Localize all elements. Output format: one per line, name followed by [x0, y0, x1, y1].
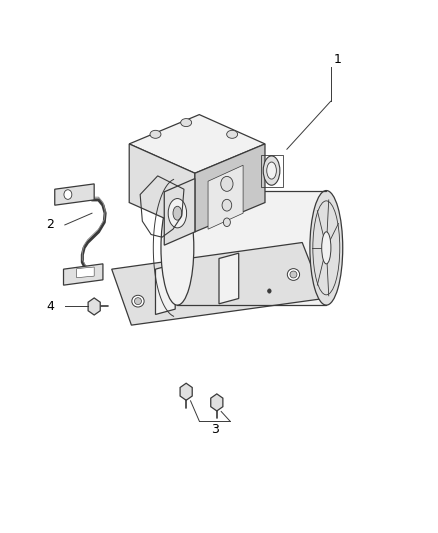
Ellipse shape — [321, 232, 331, 264]
Ellipse shape — [290, 271, 297, 278]
Ellipse shape — [173, 206, 182, 220]
Polygon shape — [177, 190, 326, 305]
Polygon shape — [195, 144, 265, 232]
Polygon shape — [129, 144, 195, 232]
Ellipse shape — [132, 295, 144, 307]
Ellipse shape — [134, 297, 141, 305]
Ellipse shape — [64, 190, 72, 199]
Ellipse shape — [263, 156, 280, 185]
Ellipse shape — [223, 218, 230, 227]
Text: 4: 4 — [46, 300, 54, 313]
Polygon shape — [208, 165, 243, 229]
Ellipse shape — [168, 198, 187, 228]
Polygon shape — [55, 184, 94, 205]
Polygon shape — [112, 243, 324, 325]
Ellipse shape — [161, 190, 194, 305]
Ellipse shape — [221, 176, 233, 191]
Polygon shape — [88, 298, 100, 315]
Polygon shape — [211, 394, 223, 411]
Ellipse shape — [287, 269, 300, 280]
Ellipse shape — [227, 130, 237, 138]
Text: 3: 3 — [211, 423, 219, 435]
Text: 1: 1 — [333, 53, 341, 66]
Polygon shape — [180, 383, 192, 400]
Ellipse shape — [180, 118, 192, 126]
Ellipse shape — [310, 190, 343, 305]
Polygon shape — [155, 264, 175, 314]
Polygon shape — [164, 179, 195, 245]
Polygon shape — [129, 115, 265, 173]
Polygon shape — [64, 264, 103, 285]
Ellipse shape — [268, 289, 271, 293]
Ellipse shape — [222, 199, 232, 211]
Polygon shape — [219, 253, 239, 304]
Polygon shape — [77, 267, 94, 278]
Ellipse shape — [267, 162, 276, 179]
Ellipse shape — [150, 130, 161, 138]
Text: 2: 2 — [46, 219, 54, 231]
